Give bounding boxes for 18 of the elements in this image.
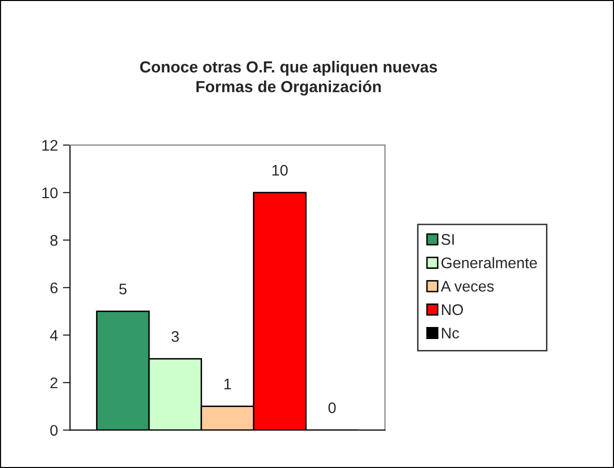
y-tick-label: 10 — [42, 187, 58, 198]
data-label: 10 — [272, 164, 288, 176]
data-label: 0 — [328, 402, 336, 414]
y-tick-label: 8 — [50, 234, 58, 246]
legend-label: Generalmente — [442, 257, 537, 268]
y-tick-label: 12 — [42, 140, 58, 151]
data-label: 1 — [224, 378, 231, 390]
legend-label: NO — [442, 304, 463, 316]
y-tick-label: 6 — [50, 282, 58, 294]
legend-label: A veces — [440, 281, 494, 292]
legend-label: Nc — [442, 328, 459, 339]
data-label: 5 — [119, 284, 127, 294]
chart-title: Conoce otras O.F. que apliquen nuevas Formas de Organización — [140, 60, 438, 96]
data-label: 3 — [172, 331, 179, 342]
y-tick-label: 0 — [50, 424, 58, 436]
legend-label: SI — [441, 234, 454, 245]
y-tick-label: 2 — [50, 377, 58, 388]
y-tick-label: 4 — [50, 330, 58, 341]
